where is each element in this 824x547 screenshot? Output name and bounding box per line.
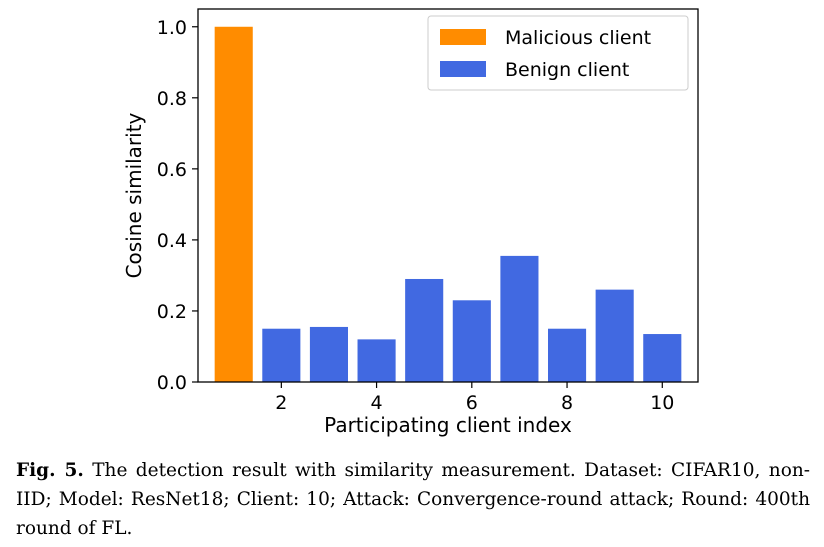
bar-malicious-client-1 (214, 26, 253, 383)
bar-benign-client-2 (262, 328, 301, 382)
bar-benign-client-9 (595, 289, 634, 382)
y-tick-label: 0.0 (157, 372, 187, 394)
y-tick-label: 0.2 (157, 301, 187, 323)
plot-area-frame (197, 8, 699, 383)
y-tick-label: 1.0 (157, 17, 187, 39)
x-tick-label: 2 (275, 392, 287, 414)
figure-caption: Fig. 5. The detection result with simila… (16, 456, 810, 543)
legend: Malicious client Benign client (427, 15, 689, 91)
x-tick-label: 10 (650, 392, 674, 414)
bar-benign-client-7 (500, 255, 539, 382)
bar-benign-client-5 (405, 278, 444, 382)
y-axis: 0.0 0.2 0.4 0.6 0.8 1.0 (157, 17, 198, 394)
y-axis-title: Cosine similarity (122, 112, 146, 278)
y-tick-label: 0.8 (157, 88, 187, 110)
bar-benign-client-4 (357, 339, 396, 382)
y-tick-label: 0.6 (157, 159, 187, 181)
caption-label: Fig. 5. (16, 460, 84, 481)
bars-layer (214, 26, 682, 383)
bar-benign-client-3 (309, 326, 348, 382)
bar-benign-client-8 (548, 328, 587, 382)
legend-box (427, 15, 689, 91)
legend-label-benign: Benign client (505, 59, 629, 81)
x-tick-label: 6 (466, 392, 478, 414)
legend-swatch-malicious (440, 29, 486, 45)
x-tick-label: 8 (561, 392, 573, 414)
legend-swatch-benign (440, 61, 486, 77)
bar-benign-client-10 (643, 334, 682, 382)
x-axis: 2 4 6 8 10 (275, 382, 674, 414)
bar-chart: 0.0 0.2 0.4 0.6 0.8 1.0 2 4 6 8 10 Participating … (122, 8, 699, 437)
x-axis-title: Participating client index (324, 413, 572, 437)
x-tick-label: 4 (371, 392, 383, 414)
y-tick-label: 0.4 (157, 230, 187, 252)
caption-text: The detection result with similarity mea… (16, 460, 810, 539)
bar-benign-client-6 (452, 300, 491, 382)
legend-label-malicious: Malicious client (505, 27, 651, 49)
